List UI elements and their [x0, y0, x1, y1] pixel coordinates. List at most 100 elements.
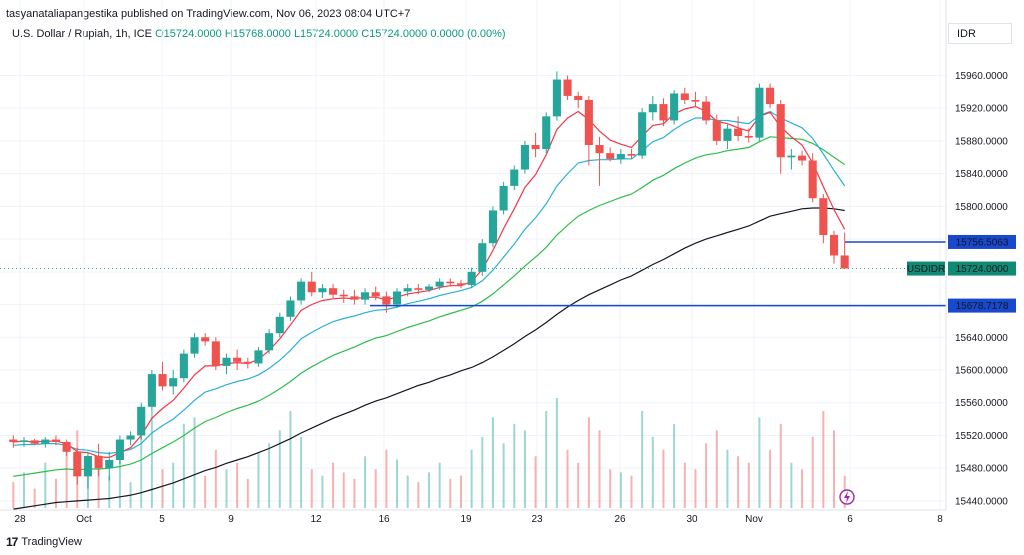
candle-body	[456, 283, 466, 285]
price-tick-label: 15520.0000	[955, 431, 1008, 442]
lightning-icon[interactable]	[839, 489, 855, 505]
time-tick-label: 16	[378, 514, 390, 525]
volume-bar	[641, 410, 644, 508]
volume-bar	[204, 475, 207, 508]
candle-body	[94, 455, 103, 469]
candle-body	[734, 128, 743, 136]
time-axis[interactable]: 28 Oct 5 9 12 16 19 23 26 30 Nov 6 8	[14, 514, 943, 525]
volume-bar	[630, 475, 633, 508]
volume-bar	[683, 462, 686, 508]
volume-bar	[396, 459, 399, 508]
symbol-legend: U.S. Dollar / Rupiah, 1h, ICE O15724.000…	[12, 28, 506, 40]
volume-bar	[438, 462, 441, 508]
volume-bar	[428, 472, 430, 508]
volume-bar	[769, 449, 772, 508]
currency-label[interactable]: IDR	[948, 23, 1012, 44]
volume-bar	[737, 456, 740, 508]
candle-body	[712, 120, 721, 141]
candle-body	[19, 440, 29, 442]
volume-bar	[44, 462, 47, 508]
price-axis[interactable]: 15960.0000 15920.0000 15880.0000 15840.0000…	[955, 71, 1008, 507]
time-tick-label: 12	[310, 514, 322, 525]
candle-body	[382, 296, 391, 305]
candle-body	[190, 337, 199, 354]
candle-body	[829, 235, 839, 256]
ema-red-line	[13, 105, 846, 459]
legend-close: C15724.0000	[361, 28, 428, 40]
candle-body	[41, 439, 50, 444]
volume-bar	[523, 430, 526, 508]
volume-bar	[22, 472, 25, 508]
volume-bar	[108, 475, 111, 508]
volume-bar	[140, 436, 143, 508]
candle-body	[755, 87, 764, 138]
candle-body	[691, 100, 700, 102]
volume-bar	[374, 469, 377, 508]
volume-bar	[481, 436, 484, 508]
volume-bar	[673, 423, 676, 508]
candle-body	[179, 353, 188, 379]
candle-body	[744, 136, 753, 138]
hline-price-label: 15756.5063	[956, 237, 1009, 248]
candle-body	[680, 93, 689, 100]
candle-body	[424, 286, 434, 290]
candle-body	[201, 337, 210, 342]
volume-bar	[811, 436, 814, 508]
legend-open: O15724.0000	[155, 28, 222, 40]
volume-bar	[513, 423, 516, 508]
brand-name: TradingView	[21, 536, 82, 548]
volume-bar	[150, 410, 153, 508]
symbol-tag	[907, 261, 945, 276]
volume-bar	[577, 462, 580, 508]
time-tick-label: 30	[686, 514, 698, 525]
candle-body	[350, 296, 359, 300]
volume-bar	[214, 449, 217, 508]
volume-bar	[459, 475, 462, 508]
volume-bar	[172, 462, 175, 508]
volume-bar	[268, 443, 271, 508]
price-tick-label: 15600.0000	[955, 366, 1008, 377]
candle-body	[30, 440, 39, 444]
candle-body	[574, 95, 583, 100]
volume-bar	[833, 430, 836, 508]
candle-body	[510, 169, 519, 186]
candle-body	[467, 271, 476, 285]
candle-body	[361, 292, 370, 300]
publisher-line: tasyanataliapangestika published on Trad…	[6, 8, 411, 20]
price-tick-label: 15880.0000	[955, 136, 1008, 147]
tradingview-brand[interactable]: 17 TradingView	[6, 535, 82, 549]
ema-blue-line	[13, 110, 846, 455]
volume-bar	[118, 446, 121, 508]
time-tick-label: 5	[159, 514, 165, 525]
last-price-tag	[948, 261, 1016, 276]
candle-body	[606, 153, 615, 159]
hline-price-label: 15678.7178	[956, 301, 1009, 312]
candle-body	[638, 112, 647, 156]
candle-body	[211, 341, 220, 366]
ema-green-line	[13, 136, 846, 477]
symbol-tag-label: USDIDR	[907, 264, 945, 275]
volume-bar	[491, 417, 494, 508]
price-tick-label: 15840.0000	[955, 169, 1008, 180]
candle-body	[147, 374, 156, 407]
candle-body	[819, 198, 828, 235]
volume-bar	[257, 453, 260, 508]
volume-bar	[310, 469, 313, 508]
candle-body	[840, 255, 849, 269]
volume-bar	[161, 469, 164, 508]
volume-bar	[545, 410, 548, 508]
volume-bar	[801, 469, 804, 508]
time-tick-label: Oct	[76, 514, 92, 525]
volume-bar	[502, 443, 505, 508]
legend-low: L15724.0000	[293, 28, 359, 40]
horizontal-lines[interactable]	[370, 241, 946, 307]
candle-body	[329, 288, 338, 295]
volume-bar	[726, 449, 729, 508]
volume-bar	[332, 462, 335, 508]
volume-bar	[662, 449, 665, 508]
symbol-title[interactable]: U.S. Dollar / Rupiah, 1h, ICE	[12, 28, 153, 40]
volume-bar	[321, 475, 324, 508]
volume-bar	[385, 449, 388, 508]
volume-bar	[33, 488, 36, 508]
